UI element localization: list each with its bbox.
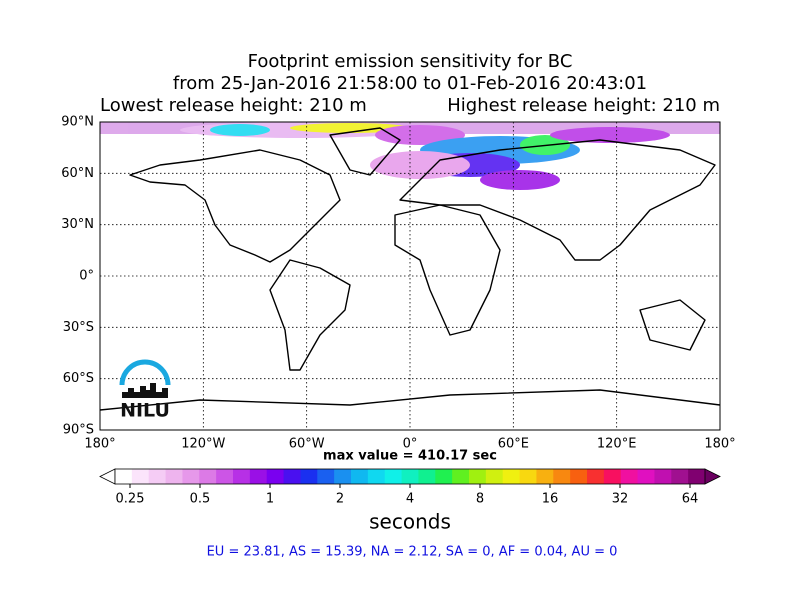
lon-tick-label: 0°	[403, 437, 418, 452]
colorbar-segment	[671, 469, 689, 484]
colorbar-segment	[131, 469, 150, 484]
colorbar-under	[99, 468, 116, 485]
colorbar-segment	[452, 469, 470, 484]
colorbar-segment	[570, 469, 588, 484]
colorbar-segment	[519, 469, 537, 484]
colorbar-segment	[351, 469, 369, 484]
colorbar-segment	[688, 469, 706, 484]
colorbar-segment	[435, 469, 453, 484]
colorbar-tick-label: 16	[542, 492, 559, 507]
colorbar-tick-label: 2	[336, 492, 344, 507]
australia	[639, 299, 706, 351]
logo-arc	[119, 359, 171, 386]
colorbar-segment	[148, 469, 167, 484]
lat-tick-label: 60°S	[63, 371, 94, 386]
max-value: max value = 410.17 sec	[323, 449, 497, 464]
lon-tick-label: 60°W	[289, 437, 325, 452]
graticule	[100, 122, 720, 430]
colorbar-segment	[283, 469, 301, 484]
colorbar-segment	[249, 469, 268, 484]
colorbar-over	[704, 468, 721, 485]
colorbar-segment	[587, 469, 605, 484]
colorbar-segment	[317, 469, 335, 484]
release-height: Highest release height: 210 m	[447, 95, 720, 116]
greenland	[329, 127, 401, 176]
logo: NILU	[119, 359, 171, 422]
colorbar-segment	[485, 469, 504, 484]
colorbar-segment	[300, 469, 318, 484]
logo-skyline	[122, 383, 168, 398]
map: NILU	[99, 121, 721, 431]
lat-tick-label: 60°N	[61, 166, 94, 181]
colorbar-segment	[115, 469, 133, 484]
footprint-patch	[550, 127, 670, 143]
colorbar-segment	[469, 469, 487, 484]
colorbar-segment	[384, 469, 403, 484]
colorbar-tick-label: 1	[266, 492, 274, 507]
lat-tick-label: 30°S	[63, 320, 94, 335]
lat-tick-label: 0°	[79, 269, 94, 284]
footprint-patch	[480, 170, 560, 190]
colorbar-segment	[637, 469, 655, 484]
colorbar-tick-label: 0.25	[116, 492, 145, 507]
lon-tick-label: 180°	[704, 437, 735, 452]
eurasia	[399, 139, 716, 261]
colorbar-segment	[182, 469, 200, 484]
colorbar-segment	[502, 469, 521, 484]
south-america	[269, 259, 351, 371]
colorbar-segment	[199, 469, 217, 484]
colorbar-segment	[216, 469, 234, 484]
colorbar-tick-label: 0.5	[190, 492, 211, 507]
colorbar-segment	[654, 469, 672, 484]
colorbar-segment	[334, 469, 352, 484]
africa	[394, 204, 501, 336]
antarctica	[99, 389, 721, 411]
map-frame	[99, 121, 721, 431]
colorbar-tick-label: 32	[612, 492, 629, 507]
colorbar-tick-label: 4	[406, 492, 414, 507]
colorbar-segment	[233, 469, 251, 484]
lon-tick-label: 60°E	[498, 437, 529, 452]
release-height: Lowest release height: 210 m	[100, 95, 367, 116]
colorbar-segment	[603, 469, 622, 484]
colorbar-segment	[367, 469, 386, 484]
title-line: from 25-Jan-2016 21:58:00 to 01-Feb-2016…	[173, 73, 647, 94]
colorbar: 0.25 0.5 1 2 4 8 16 32 64	[99, 468, 721, 507]
colorbar-segment	[165, 469, 183, 484]
footprint-patch	[375, 125, 465, 145]
lat-tick-label: 30°N	[61, 217, 94, 232]
colorbar-segment	[418, 469, 436, 484]
colorbar-segment	[553, 469, 571, 484]
lat-tick-label: 90°S	[63, 423, 94, 438]
colorbar-tick-label: 8	[476, 492, 484, 507]
title-line: Footprint emission sensitivity for BC	[248, 51, 573, 72]
colorbar-label: seconds	[369, 510, 451, 534]
footprint-patch	[210, 124, 270, 136]
lon-tick-label: 120°E	[597, 437, 637, 452]
colorbar-segment	[536, 469, 554, 484]
lon-tick-label: 180°	[84, 437, 115, 452]
logo-text: NILU	[120, 400, 170, 422]
coastlines	[99, 127, 721, 411]
colorbar-segment	[401, 469, 419, 484]
footprint-patch	[370, 151, 470, 179]
lon-tick-label: 120°W	[181, 437, 225, 452]
colorbar-segment	[620, 469, 639, 484]
region-summary: EU = 23.81, AS = 15.39, NA = 2.12, SA = …	[207, 545, 618, 560]
colorbar-segment	[266, 469, 285, 484]
colorbar-tick-label: 64	[682, 492, 699, 507]
north-america	[129, 149, 341, 263]
lat-tick-label: 90°N	[61, 115, 94, 130]
